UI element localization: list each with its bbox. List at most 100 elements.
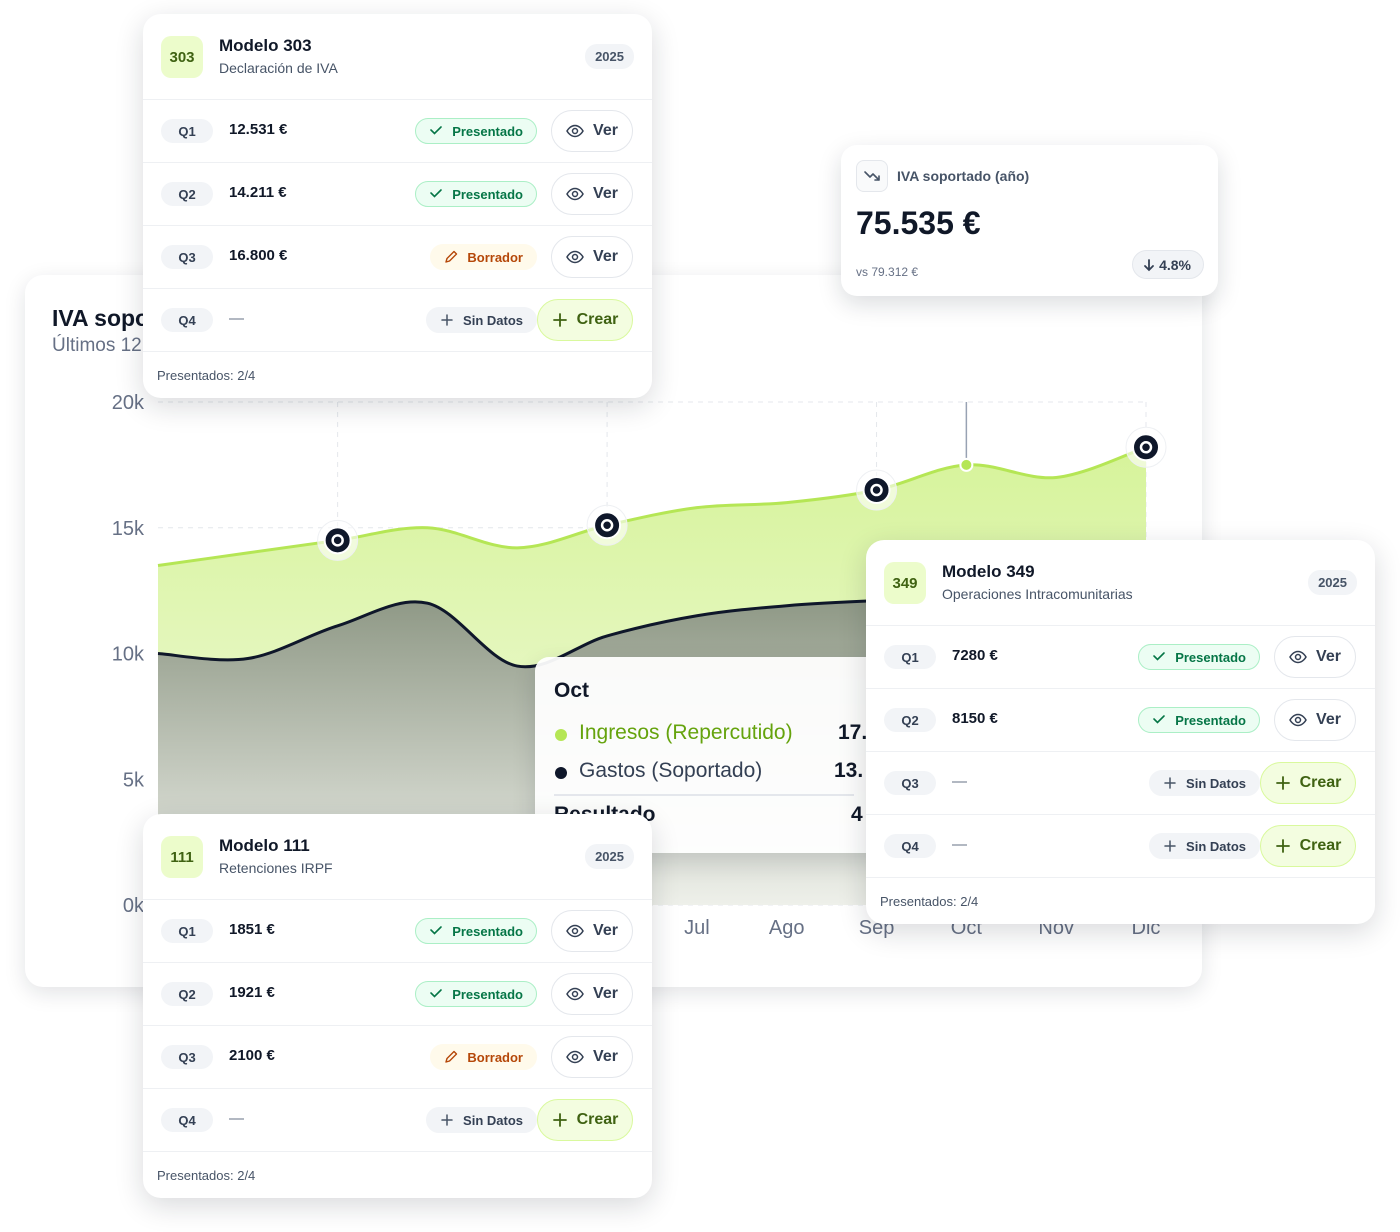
form-card: 303 Modelo 303 Declaración de IVA 2025 Q1 12.… bbox=[143, 14, 652, 398]
amount: 7280 € bbox=[952, 647, 998, 664]
button-icon bbox=[566, 250, 584, 264]
status-text: Presentado bbox=[1175, 649, 1246, 665]
button-text: Ver bbox=[593, 248, 618, 265]
divider bbox=[554, 794, 854, 796]
status-icon bbox=[430, 189, 442, 198]
action-button[interactable]: Crear bbox=[537, 1099, 633, 1141]
form-title: Modelo 303 bbox=[219, 36, 312, 55]
quarter-row: Q4 — Sin Datos Crear bbox=[143, 1088, 652, 1151]
button-icon bbox=[1275, 838, 1291, 854]
amount: — bbox=[952, 836, 967, 853]
tooltip-result-value: 4 bbox=[851, 803, 863, 826]
button-text: Ver bbox=[593, 922, 618, 939]
year-pill: 2025 bbox=[1308, 570, 1357, 595]
quarter-pill: Q1 bbox=[161, 919, 213, 943]
button-text: Ver bbox=[1316, 711, 1341, 728]
status-pill: Presentado bbox=[415, 918, 537, 944]
tooltip-value: 17. bbox=[838, 721, 868, 744]
button-text: Crear bbox=[1299, 774, 1342, 791]
button-text: Ver bbox=[593, 985, 618, 1002]
form-code: 349 bbox=[884, 562, 926, 604]
status-text: Borrador bbox=[467, 249, 523, 265]
button-icon bbox=[1289, 650, 1307, 664]
kpi-label: IVA soportado (año) bbox=[897, 168, 1030, 184]
status-pill: Presentado bbox=[1138, 644, 1260, 670]
status-text: Borrador bbox=[467, 1049, 523, 1065]
kpi-value: 75.535 € bbox=[856, 205, 981, 241]
form-subtitle: Retenciones IRPF bbox=[219, 860, 333, 876]
chart-title: IVA sopo bbox=[52, 305, 150, 331]
button-icon bbox=[566, 124, 584, 138]
year-pill: 2025 bbox=[585, 844, 634, 869]
status-pill: Sin Datos bbox=[426, 307, 537, 333]
kpi-change: 4.8% bbox=[1132, 250, 1204, 279]
form-title: Modelo 111 bbox=[219, 836, 310, 855]
quarter-row: Q3 16.800 € Borrador Ver bbox=[143, 225, 652, 288]
quarter-row: Q3 2100 € Borrador Ver bbox=[143, 1025, 652, 1088]
status-text: Presentado bbox=[452, 923, 523, 939]
quarter-row: Q2 8150 € Presentado Ver bbox=[866, 688, 1375, 751]
quarter-pill: Q3 bbox=[161, 1045, 213, 1069]
button-icon bbox=[566, 987, 584, 1001]
quarter-pill: Q2 bbox=[161, 182, 213, 206]
quarter-row: Q3 — Sin Datos Crear bbox=[866, 751, 1375, 814]
action-button[interactable]: Ver bbox=[551, 110, 633, 152]
form-card: 111 Modelo 111 Retenciones IRPF 2025 Q1 1851 … bbox=[143, 814, 652, 1198]
form-card: 349 Modelo 349 Operaciones Intracomunitari… bbox=[866, 540, 1375, 924]
action-button[interactable]: Ver bbox=[551, 973, 633, 1015]
form-footer: Presentados: 2/4 bbox=[866, 877, 1375, 924]
action-button[interactable]: Ver bbox=[551, 910, 633, 952]
action-button[interactable]: Crear bbox=[537, 299, 633, 341]
trend-icon bbox=[856, 160, 888, 192]
quarter-row: Q4 — Sin Datos Crear bbox=[143, 288, 652, 351]
tooltip-value: 13. bbox=[834, 759, 864, 782]
down-arrow bbox=[1144, 258, 1154, 271]
action-button[interactable]: Ver bbox=[1274, 636, 1356, 678]
status-pill: Borrador bbox=[430, 1044, 537, 1070]
quarter-pill: Q3 bbox=[161, 245, 213, 269]
status-pill: Presentado bbox=[415, 181, 537, 207]
status-text: Sin Datos bbox=[463, 1112, 523, 1128]
status-pill: Presentado bbox=[1138, 707, 1260, 733]
action-button[interactable]: Crear bbox=[1260, 762, 1356, 804]
button-icon bbox=[552, 312, 568, 328]
year-pill: 2025 bbox=[585, 44, 634, 69]
tooltip-dot bbox=[555, 767, 567, 779]
form-footer: Presentados: 2/4 bbox=[143, 1151, 652, 1198]
action-button[interactable]: Ver bbox=[551, 236, 633, 278]
button-text: Ver bbox=[593, 185, 618, 202]
button-text: Crear bbox=[1299, 837, 1342, 854]
status-icon bbox=[441, 1114, 453, 1126]
quarter-row: Q2 1921 € Presentado Ver bbox=[143, 962, 652, 1025]
amount: — bbox=[229, 310, 244, 327]
button-text: Ver bbox=[593, 1048, 618, 1065]
status-text: Sin Datos bbox=[463, 312, 523, 328]
action-button[interactable]: Ver bbox=[551, 1036, 633, 1078]
button-text: Ver bbox=[593, 122, 618, 139]
quarter-pill: Q4 bbox=[161, 1108, 213, 1132]
quarter-row: Q2 14.211 € Presentado Ver bbox=[143, 162, 652, 225]
button-text: Ver bbox=[1316, 648, 1341, 665]
kpi-change-value: 4.8% bbox=[1159, 256, 1191, 273]
action-button[interactable]: Ver bbox=[551, 173, 633, 215]
action-button[interactable]: Crear bbox=[1260, 825, 1356, 867]
button-text: Crear bbox=[576, 1111, 619, 1128]
status-text: Presentado bbox=[1175, 712, 1246, 728]
tooltip-dot bbox=[555, 729, 567, 741]
form-title: Modelo 349 bbox=[942, 562, 1035, 581]
action-button[interactable]: Ver bbox=[1274, 699, 1356, 741]
button-icon bbox=[566, 187, 584, 201]
form-footer: Presentados: 2/4 bbox=[143, 351, 652, 398]
status-pill: Sin Datos bbox=[1149, 833, 1260, 859]
status-text: Presentado bbox=[452, 186, 523, 202]
status-pill: Presentado bbox=[415, 981, 537, 1007]
amount: — bbox=[952, 773, 967, 790]
status-pill: Borrador bbox=[430, 244, 537, 270]
quarter-pill: Q2 bbox=[161, 982, 213, 1006]
status-icon bbox=[441, 314, 453, 326]
amount: 14.211 € bbox=[229, 184, 287, 201]
form-subtitle: Operaciones Intracomunitarias bbox=[942, 586, 1133, 602]
form-code: 303 bbox=[161, 36, 203, 78]
